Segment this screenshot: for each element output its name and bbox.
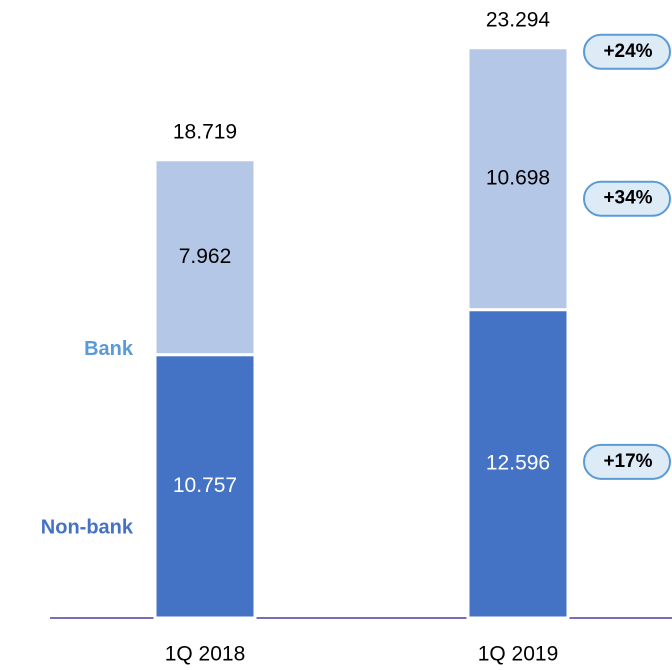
value-label: 10.757 xyxy=(173,474,237,497)
series-label: Bank xyxy=(84,338,134,360)
bar-segment xyxy=(153,158,257,357)
growth-label: +34% xyxy=(603,188,652,209)
growth-label: +24% xyxy=(603,41,652,62)
growth-bubble xyxy=(583,180,671,217)
bar-segment xyxy=(153,353,257,620)
value-label: 10.698 xyxy=(486,166,550,189)
x-tick-label: 1Q 2018 xyxy=(165,643,246,666)
growth-label: +17% xyxy=(603,451,652,472)
total-label: 18.719 xyxy=(173,120,237,143)
series-label: Non-bank xyxy=(41,516,134,538)
value-label: 7.962 xyxy=(179,245,232,268)
growth-bubble xyxy=(583,33,671,70)
total-label: 23.294 xyxy=(486,8,551,31)
growth-bubble xyxy=(583,443,671,480)
x-tick-label: 1Q 2019 xyxy=(478,643,559,666)
value-label: 12.596 xyxy=(486,451,550,474)
bar-segment xyxy=(466,46,570,312)
